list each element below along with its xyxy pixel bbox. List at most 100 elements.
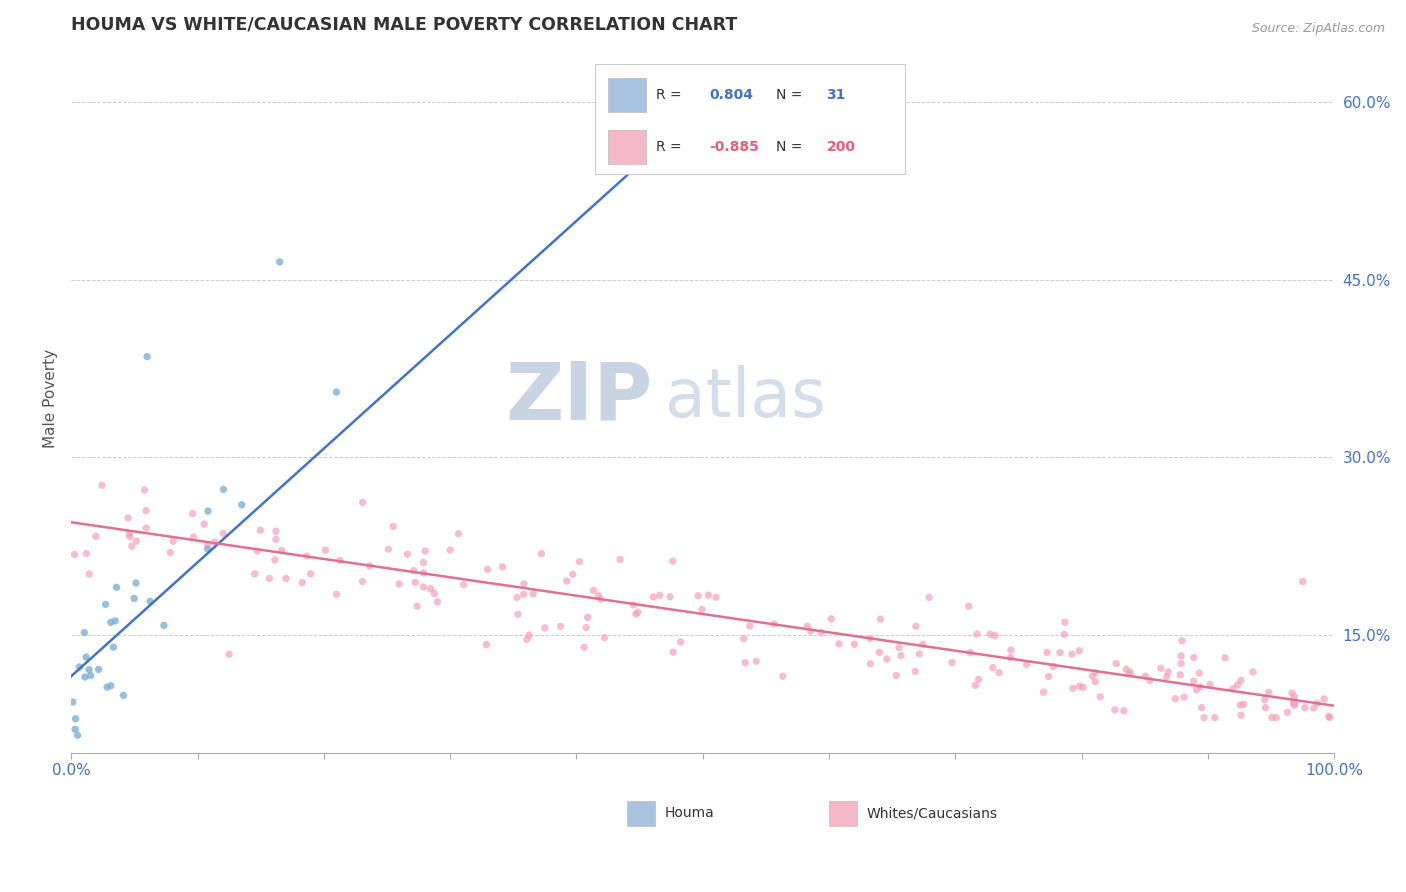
Point: [1171, 633, 1194, 648]
Point: [65, 712, 87, 726]
Point: [516, 632, 538, 647]
Text: 200: 200: [827, 140, 855, 153]
Point: [1294, 700, 1316, 714]
Point: [139, 594, 162, 608]
Point: [1015, 657, 1038, 672]
Point: [904, 665, 927, 679]
Point: [162, 534, 184, 549]
Point: [1257, 685, 1279, 699]
Point: [413, 544, 436, 558]
Point: [426, 595, 449, 609]
Point: [352, 495, 374, 509]
Point: [1226, 678, 1249, 692]
Point: [423, 586, 446, 600]
Point: [1282, 690, 1305, 704]
Text: 0.804: 0.804: [709, 88, 754, 102]
Point: [125, 576, 148, 591]
Point: [820, 612, 842, 626]
Text: R =: R =: [657, 140, 686, 153]
Point: [105, 580, 128, 594]
Point: [121, 539, 143, 553]
Point: [513, 577, 536, 591]
Point: [575, 621, 598, 635]
Text: atlas: atlas: [665, 365, 825, 431]
Point: [1164, 691, 1187, 706]
Text: Whites/Caucasians: Whites/Caucasians: [868, 806, 998, 821]
Point: [512, 587, 534, 601]
Point: [1168, 667, 1191, 681]
Point: [967, 673, 990, 687]
Point: [197, 504, 219, 518]
Point: [1118, 666, 1140, 681]
Point: [1185, 682, 1208, 697]
Point: [1241, 665, 1264, 679]
Point: [1282, 697, 1305, 711]
Point: [1032, 685, 1054, 699]
Point: [1119, 665, 1142, 680]
Point: [352, 574, 374, 589]
Point: [979, 627, 1001, 641]
Text: N =: N =: [776, 88, 807, 102]
Point: [291, 575, 314, 590]
Point: [377, 542, 399, 557]
Point: [763, 617, 786, 632]
Point: [122, 591, 145, 606]
Point: [593, 631, 616, 645]
Point: [299, 566, 322, 581]
Point: [1060, 647, 1083, 661]
Point: [1284, 698, 1306, 713]
Point: [506, 607, 529, 622]
Point: [79, 567, 101, 582]
Point: [1192, 710, 1215, 724]
Point: [264, 524, 287, 539]
Point: [609, 552, 631, 566]
Point: [274, 572, 297, 586]
Point: [1000, 650, 1022, 665]
Point: [1265, 710, 1288, 724]
Point: [419, 582, 441, 596]
Point: [530, 547, 553, 561]
Point: [522, 587, 544, 601]
Point: [66, 728, 89, 742]
Point: [314, 543, 336, 558]
Point: [568, 555, 591, 569]
Point: [100, 615, 122, 630]
Point: [259, 571, 281, 585]
Point: [75, 546, 97, 560]
Point: [1229, 698, 1251, 712]
Point: [1313, 692, 1336, 706]
Point: [181, 507, 204, 521]
Point: [734, 656, 756, 670]
Point: [572, 640, 595, 655]
Point: [1284, 695, 1306, 709]
Point: [491, 559, 513, 574]
Point: [135, 521, 157, 535]
Point: [412, 566, 434, 580]
Point: [1204, 710, 1226, 724]
Point: [624, 607, 647, 621]
Point: [1069, 679, 1091, 693]
Point: [1042, 659, 1064, 673]
Point: [75, 650, 97, 665]
Point: [1189, 680, 1212, 694]
Point: [1135, 669, 1157, 683]
Point: [453, 577, 475, 591]
Point: [135, 503, 157, 517]
Point: [984, 629, 1007, 643]
Point: [243, 566, 266, 581]
Point: [1170, 657, 1192, 671]
Point: [62, 695, 84, 709]
Point: [941, 656, 963, 670]
Point: [904, 619, 927, 633]
Point: [1157, 665, 1180, 679]
Text: R =: R =: [657, 88, 686, 102]
Point: [79, 668, 101, 682]
Point: [1170, 648, 1192, 663]
Point: [1062, 681, 1084, 696]
Point: [810, 625, 832, 640]
Point: [100, 679, 122, 693]
Point: [1173, 690, 1195, 704]
Point: [1229, 673, 1251, 688]
Point: [534, 621, 557, 635]
Text: N =: N =: [776, 140, 807, 153]
